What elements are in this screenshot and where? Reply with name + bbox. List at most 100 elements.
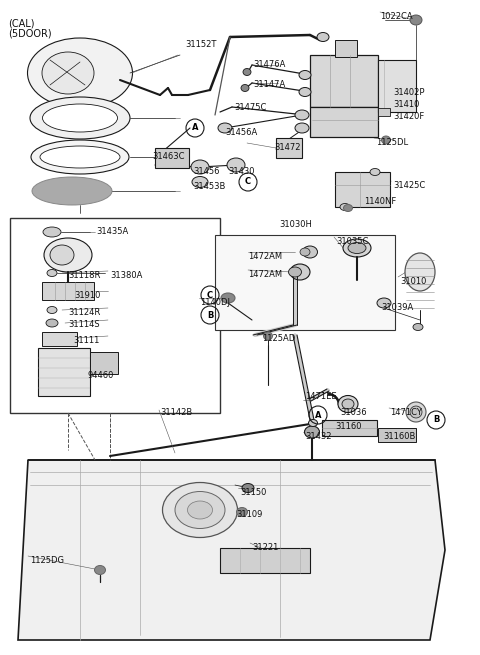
Ellipse shape bbox=[342, 399, 354, 409]
Text: 31476A: 31476A bbox=[253, 60, 286, 69]
Bar bbox=[38, 348, 90, 396]
Ellipse shape bbox=[295, 110, 309, 120]
Ellipse shape bbox=[50, 245, 74, 265]
Text: (5DOOR): (5DOOR) bbox=[8, 29, 52, 39]
Bar bbox=[215, 235, 395, 330]
Ellipse shape bbox=[338, 396, 358, 413]
Text: 31380A: 31380A bbox=[110, 271, 143, 280]
Text: C: C bbox=[207, 291, 213, 299]
Ellipse shape bbox=[175, 491, 225, 529]
Ellipse shape bbox=[227, 158, 245, 172]
Bar bbox=[335, 172, 390, 207]
Ellipse shape bbox=[59, 288, 71, 296]
Ellipse shape bbox=[27, 38, 132, 108]
Ellipse shape bbox=[295, 123, 309, 133]
Ellipse shape bbox=[31, 140, 129, 174]
Ellipse shape bbox=[288, 267, 301, 277]
Ellipse shape bbox=[302, 246, 317, 258]
Ellipse shape bbox=[406, 402, 426, 422]
Text: 31432: 31432 bbox=[305, 432, 332, 441]
Ellipse shape bbox=[343, 239, 371, 257]
Ellipse shape bbox=[304, 426, 320, 438]
Bar bbox=[42, 332, 77, 346]
Bar bbox=[378, 60, 416, 112]
Text: 31160B: 31160B bbox=[383, 432, 415, 441]
Text: 31410: 31410 bbox=[393, 100, 420, 109]
Text: 31453B: 31453B bbox=[193, 182, 226, 191]
Ellipse shape bbox=[410, 15, 422, 25]
Ellipse shape bbox=[44, 238, 92, 272]
Ellipse shape bbox=[413, 324, 423, 331]
Ellipse shape bbox=[192, 176, 208, 187]
Bar bbox=[155, 148, 189, 168]
Ellipse shape bbox=[46, 319, 58, 327]
Text: 1472AM: 1472AM bbox=[248, 270, 282, 279]
Ellipse shape bbox=[32, 177, 112, 205]
Bar bbox=[10, 218, 220, 413]
Ellipse shape bbox=[241, 84, 249, 92]
Bar bbox=[310, 55, 378, 107]
Text: 31150: 31150 bbox=[240, 488, 266, 497]
Text: 31472: 31472 bbox=[274, 143, 300, 152]
Text: 31010: 31010 bbox=[400, 277, 426, 286]
Ellipse shape bbox=[344, 204, 352, 212]
Text: 1125DG: 1125DG bbox=[30, 556, 64, 565]
Text: 31109: 31109 bbox=[236, 510, 263, 519]
Text: 31475C: 31475C bbox=[234, 103, 266, 112]
Text: 31425C: 31425C bbox=[393, 181, 425, 190]
Ellipse shape bbox=[95, 565, 106, 574]
Bar bbox=[220, 548, 310, 573]
Text: (CAL): (CAL) bbox=[8, 18, 35, 28]
Text: 31118R: 31118R bbox=[68, 271, 100, 280]
Ellipse shape bbox=[299, 88, 311, 96]
Text: 31160: 31160 bbox=[335, 422, 361, 431]
Text: 94460: 94460 bbox=[87, 371, 113, 380]
Ellipse shape bbox=[317, 33, 329, 41]
Ellipse shape bbox=[242, 483, 254, 493]
Text: 31456: 31456 bbox=[193, 167, 219, 176]
Text: 31039A: 31039A bbox=[381, 303, 413, 312]
Ellipse shape bbox=[163, 483, 238, 538]
Bar bbox=[42, 282, 94, 300]
Ellipse shape bbox=[370, 168, 380, 176]
Text: 31420F: 31420F bbox=[393, 112, 424, 121]
Ellipse shape bbox=[237, 508, 248, 517]
Text: 31142B: 31142B bbox=[160, 408, 192, 417]
Ellipse shape bbox=[410, 406, 422, 418]
Ellipse shape bbox=[340, 204, 350, 210]
Text: 1140DJ: 1140DJ bbox=[200, 298, 230, 307]
Text: 1140NF: 1140NF bbox=[364, 197, 396, 206]
Ellipse shape bbox=[290, 264, 310, 280]
Text: 1125AD: 1125AD bbox=[262, 334, 295, 343]
Bar bbox=[276, 138, 302, 158]
Text: 1471EE: 1471EE bbox=[305, 392, 336, 401]
Ellipse shape bbox=[309, 419, 317, 426]
Ellipse shape bbox=[243, 69, 251, 75]
Text: 31221: 31221 bbox=[252, 543, 278, 552]
Ellipse shape bbox=[191, 160, 209, 174]
Bar bbox=[335, 40, 357, 57]
Ellipse shape bbox=[382, 136, 391, 144]
Text: 31456A: 31456A bbox=[225, 128, 257, 137]
Text: 31463C: 31463C bbox=[152, 152, 184, 161]
Text: B: B bbox=[207, 310, 213, 320]
Text: 31114S: 31114S bbox=[68, 320, 100, 329]
Ellipse shape bbox=[43, 227, 61, 237]
Ellipse shape bbox=[377, 298, 391, 308]
Ellipse shape bbox=[47, 269, 57, 276]
Text: 31030H: 31030H bbox=[279, 220, 312, 229]
Ellipse shape bbox=[264, 332, 273, 340]
Bar bbox=[90, 352, 118, 374]
Text: 31036: 31036 bbox=[340, 408, 367, 417]
Text: B: B bbox=[433, 415, 439, 424]
Ellipse shape bbox=[30, 97, 130, 139]
Text: 31430: 31430 bbox=[228, 167, 254, 176]
Text: 1125DL: 1125DL bbox=[376, 138, 408, 147]
Ellipse shape bbox=[218, 123, 232, 133]
Text: 31111: 31111 bbox=[73, 336, 99, 345]
Bar bbox=[378, 108, 390, 116]
Ellipse shape bbox=[348, 242, 366, 253]
Ellipse shape bbox=[42, 52, 94, 94]
Bar bbox=[378, 428, 416, 442]
Text: A: A bbox=[192, 124, 198, 132]
